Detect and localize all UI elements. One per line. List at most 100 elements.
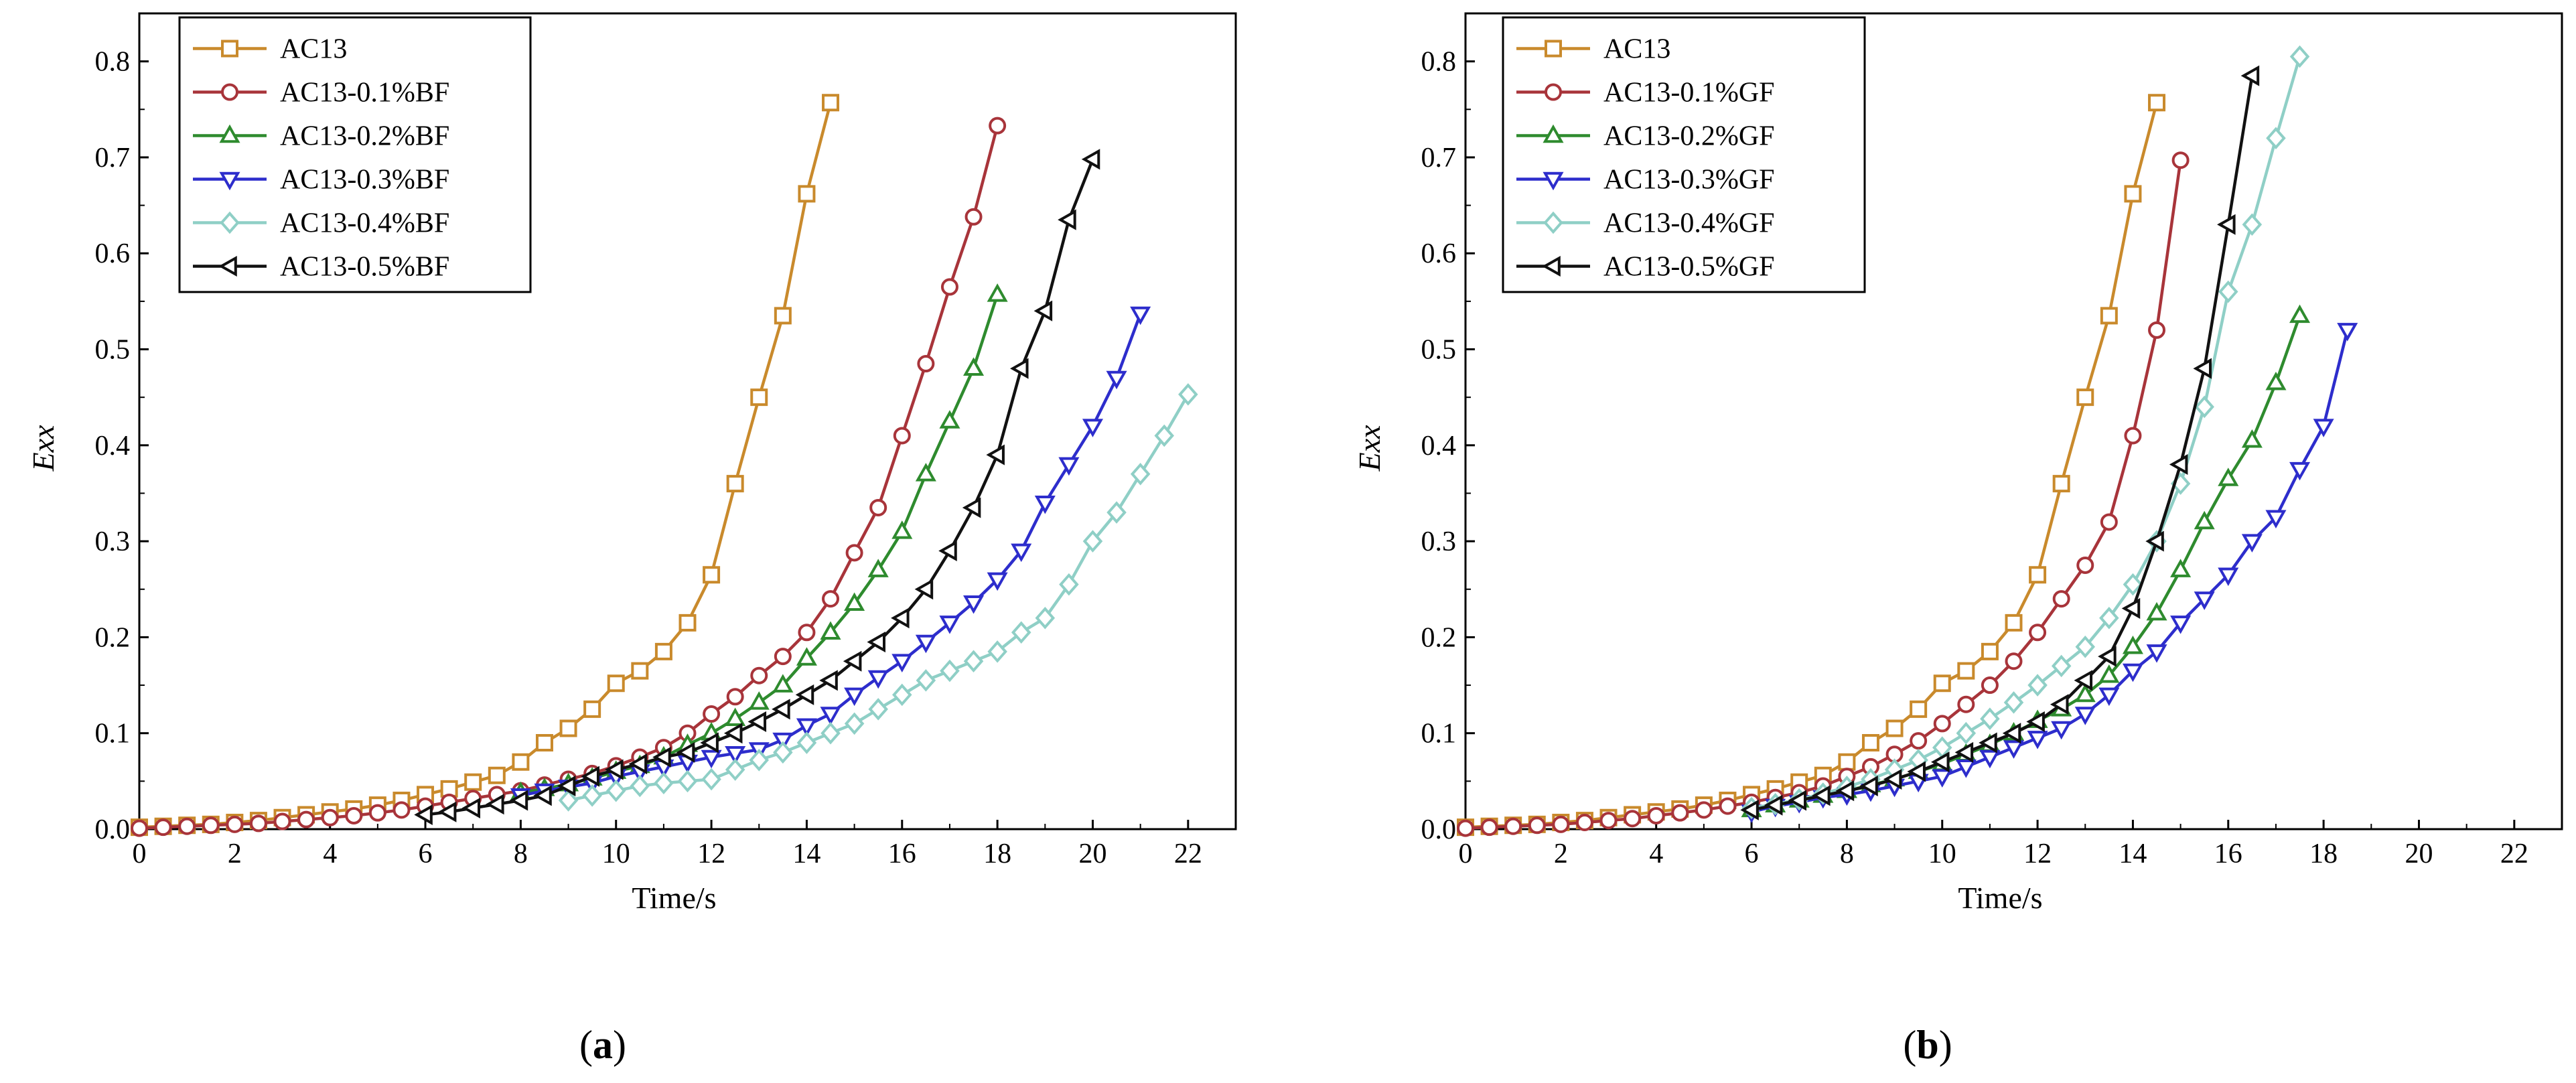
legend-marker — [1543, 171, 1564, 191]
data-point — [509, 790, 528, 811]
data-point — [1058, 209, 1076, 230]
data-point — [2124, 427, 2142, 445]
data-point — [726, 688, 744, 706]
legend-item: AC13-0.4%BF — [193, 208, 449, 239]
plot-frame — [138, 12, 1237, 831]
legend-marker — [219, 124, 240, 143]
data-point — [2076, 388, 2094, 407]
data-point — [891, 520, 913, 539]
legend-marker — [1545, 83, 1562, 101]
data-point — [2121, 597, 2141, 619]
legend-marker — [219, 171, 240, 191]
data-point — [1058, 457, 1080, 476]
data-point — [1599, 812, 1618, 830]
y-tick-label: 0.1 — [1421, 719, 1457, 749]
data-point — [1981, 642, 1999, 660]
data-point — [1033, 300, 1053, 321]
data-point — [916, 669, 936, 692]
legend-label: AC13-0.3%GF — [1603, 165, 1775, 196]
legend-label: AC13-0.4%GF — [1603, 208, 1775, 239]
data-point — [1931, 751, 1950, 773]
data-point — [488, 766, 506, 784]
legend-marker — [1545, 40, 1562, 58]
x-tick-label: 8 — [1840, 839, 1854, 869]
x-tick-label: 14 — [2119, 839, 2147, 869]
y-tick-label: 0.0 — [95, 814, 131, 845]
x-tick-label: 20 — [1078, 839, 1106, 869]
data-point — [915, 463, 936, 482]
data-point — [2146, 644, 2167, 663]
data-point — [822, 590, 840, 608]
chart-panel-a: 0 2 4 6 8 10 12 14 16 18 20 22 0.0 0.1 0.2 0.3 0.4 0.5 0.6… — [26, 12, 1237, 1067]
data-point — [345, 806, 363, 824]
data-point — [2122, 663, 2143, 682]
series-AC13-0.2%GF — [1741, 304, 2311, 818]
data-point — [1956, 721, 1977, 745]
data-point — [2052, 590, 2070, 608]
data-point — [820, 707, 841, 725]
legend-item: AC13-0.3%BF — [193, 165, 449, 196]
legend-marker — [218, 255, 237, 277]
data-point — [819, 670, 838, 691]
data-point — [1504, 817, 1522, 835]
plot-frame — [1464, 12, 2563, 831]
legend-marker — [1543, 211, 1563, 234]
data-point — [749, 749, 770, 772]
data-point — [628, 753, 648, 775]
data-point — [437, 801, 457, 822]
data-point — [226, 815, 244, 833]
data-point — [178, 817, 196, 835]
data-point — [1957, 695, 1975, 713]
legend-marker — [1543, 124, 1564, 143]
data-point — [939, 616, 960, 634]
data-point — [1528, 816, 1546, 835]
data-point — [1719, 797, 1737, 815]
x-tick-label: 0 — [1459, 839, 1473, 869]
data-point — [2098, 646, 2117, 667]
legend-box — [178, 16, 532, 293]
data-point — [2003, 740, 2025, 759]
data-point — [652, 747, 671, 768]
data-point — [2242, 213, 2263, 236]
data-point — [796, 647, 817, 666]
legend-item: AC13-0.2%GF — [1516, 121, 1775, 152]
legend: AC13 AC13-0.1%GF AC13-0.2%GF AC13-0.3%GF AC1… — [1502, 16, 1866, 293]
data-point — [750, 666, 768, 684]
legend-label: AC13-0.5%GF — [1603, 252, 1775, 283]
data-point — [964, 208, 983, 226]
data-point — [512, 753, 530, 771]
series-AC13-0.5%GF — [1740, 65, 2260, 820]
data-point — [820, 721, 841, 745]
data-point — [1106, 370, 1127, 390]
data-point — [701, 768, 721, 791]
data-point — [1671, 804, 1689, 822]
data-point — [1695, 801, 1713, 819]
legend-label: AC13-0.4%BF — [280, 208, 449, 239]
data-point — [533, 785, 552, 806]
data-point — [631, 662, 649, 680]
data-point — [774, 648, 792, 666]
legend-marker — [221, 83, 238, 101]
data-point — [273, 812, 291, 831]
data-point — [131, 819, 148, 837]
x-axis-title: Time/s — [1958, 881, 2042, 915]
data-point — [440, 780, 458, 798]
data-point — [1981, 676, 1999, 695]
data-point — [676, 741, 695, 763]
legend-item: AC13 — [193, 34, 347, 65]
series-AC13-0.3%BF — [510, 306, 1151, 807]
data-point — [678, 613, 697, 632]
y-tick-label: 0.6 — [95, 238, 131, 269]
data-point — [2029, 624, 2047, 642]
data-point — [1624, 810, 1642, 828]
legend-item: AC13-0.2%BF — [193, 121, 449, 152]
data-point — [1009, 358, 1029, 379]
x-tick-label: 16 — [2214, 839, 2242, 869]
legend-item: AC13-0.1%GF — [1516, 78, 1775, 109]
data-point — [725, 707, 746, 727]
data-point — [2241, 429, 2263, 448]
data-point — [2100, 307, 2118, 325]
legend-marker — [220, 211, 240, 234]
data-point — [2052, 475, 2070, 493]
data-point — [1979, 732, 1997, 753]
